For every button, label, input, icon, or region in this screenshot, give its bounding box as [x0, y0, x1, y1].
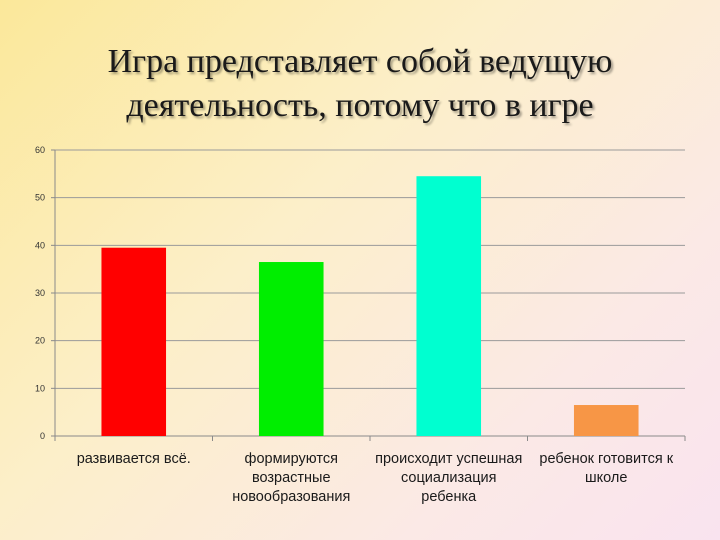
- slide-title: Игра представляет собой ведущую деятельн…: [0, 40, 720, 128]
- y-tick-label-20: 20: [35, 336, 45, 346]
- bar-4: [573, 405, 639, 436]
- bar-1: [101, 247, 167, 436]
- y-tick-label-10: 10: [35, 383, 45, 393]
- x-tick-label-4: ребенок готовится к школе: [539, 451, 674, 486]
- bar-3: [416, 176, 482, 436]
- y-tick-label-0: 0: [40, 431, 45, 441]
- x-tick-label-2: формируются возрастные новообразования: [232, 451, 351, 505]
- y-tick-label-60: 60: [35, 145, 45, 155]
- y-tick-label-30: 30: [35, 288, 45, 298]
- y-tick-label-40: 40: [35, 240, 45, 250]
- x-tick-label-3: происходит успешная социализация ребенка: [375, 451, 523, 505]
- x-tick-label-1: развивается всё.: [76, 451, 191, 467]
- y-tick-label-50: 50: [35, 193, 45, 203]
- slide-title-line-1: Игра представляет собой ведущую: [107, 43, 613, 80]
- bar-2: [258, 262, 324, 436]
- slide-title-line-2: деятельность, потому что в игре: [126, 87, 594, 124]
